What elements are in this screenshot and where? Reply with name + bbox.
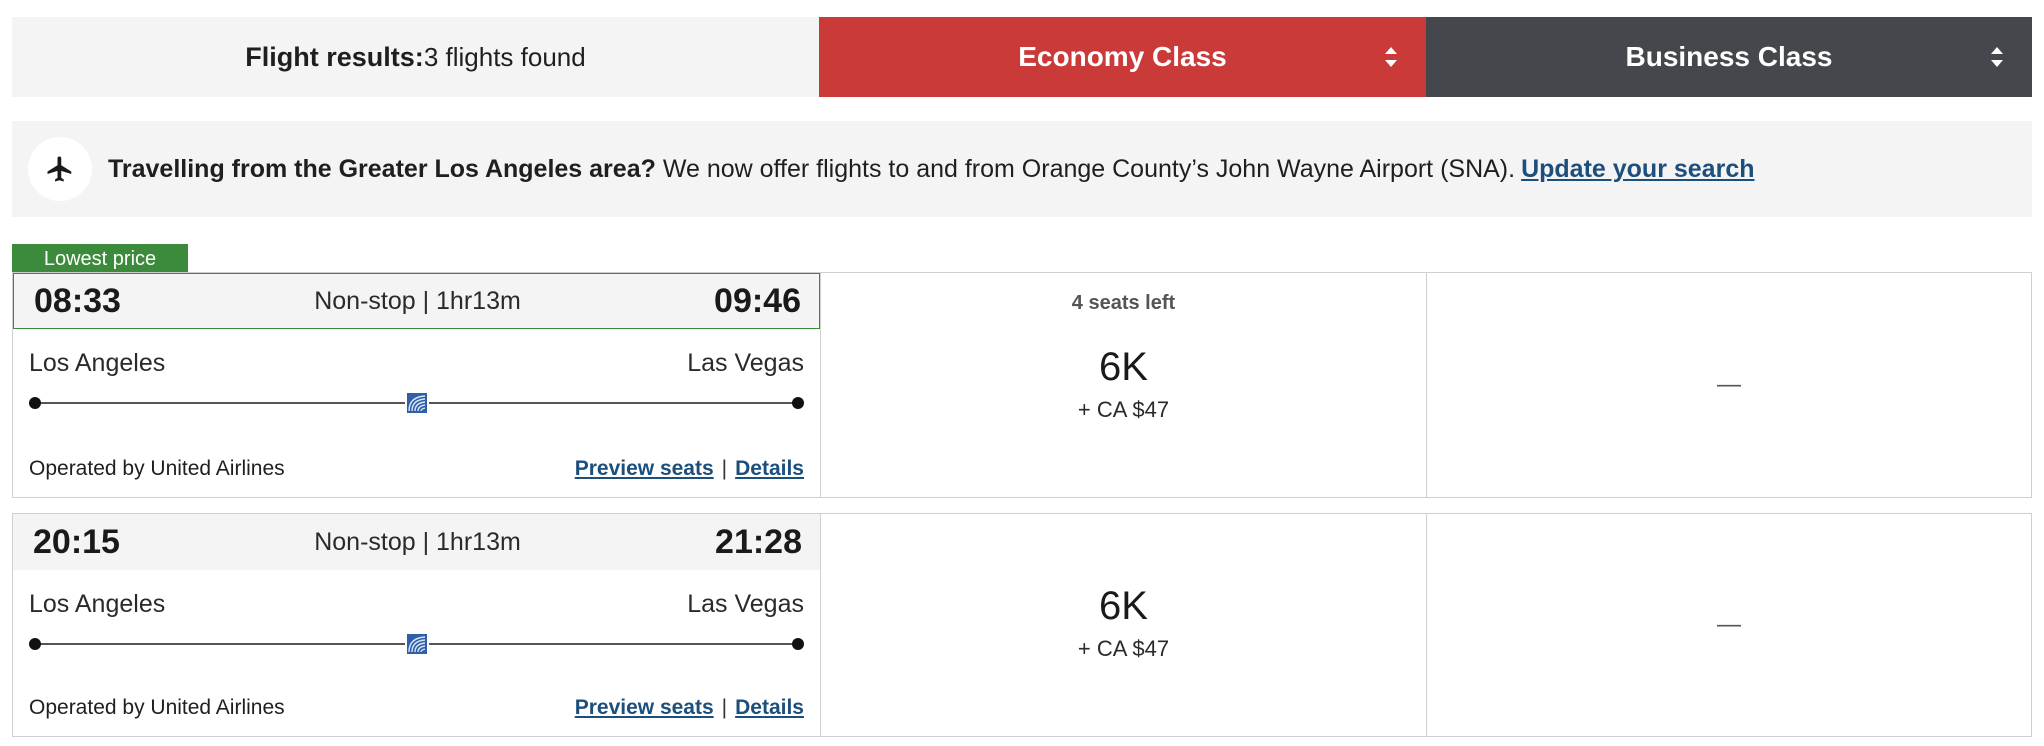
- arrival-time: 21:28: [715, 522, 802, 561]
- stops-duration: Non-stop | 1hr13m: [314, 286, 521, 315]
- economy-points: 6K: [1099, 345, 1148, 389]
- results-label: Flight results:: [245, 41, 424, 72]
- economy-taxes: + CA $47: [1077, 636, 1170, 661]
- card-links: Preview seats | Details: [575, 696, 804, 720]
- arrival-time: 09:46: [714, 281, 801, 320]
- card-footer: Operated by United Airlines Preview seat…: [29, 457, 804, 481]
- flight-card[interactable]: 08:33 Non-stop | 1hr13m 09:46 Los Angele…: [12, 272, 2032, 498]
- economy-fare-cell[interactable]: 6K + CA $47: [821, 514, 1427, 736]
- link-separator: |: [721, 696, 728, 719]
- notice-headline: Travelling from the Greater Los Angeles …: [108, 154, 656, 183]
- business-class-sort-tab[interactable]: Business Class: [1426, 17, 2032, 97]
- united-airlines-logo-icon: [404, 391, 429, 415]
- details-link[interactable]: Details: [735, 457, 804, 480]
- route-line: [29, 388, 804, 418]
- origin-dot: [29, 638, 41, 650]
- flight-card[interactable]: 20:15 Non-stop | 1hr13m 21:28 Los Angele…: [12, 513, 2032, 737]
- route-line: [29, 629, 804, 659]
- departure-time: 20:15: [33, 522, 120, 561]
- time-bar: 08:33 Non-stop | 1hr13m 09:46: [13, 273, 820, 329]
- sna-notice-banner: Travelling from the Greater Los Angeles …: [12, 121, 2032, 217]
- origin-dot: [29, 397, 41, 409]
- route-cities: Los Angeles Las Vegas: [13, 329, 820, 378]
- economy-points: 6K: [1099, 584, 1148, 628]
- notice-text: Travelling from the Greater Los Angeles …: [108, 155, 1755, 184]
- business-fare-cell: —: [1427, 514, 2031, 736]
- preview-seats-link[interactable]: Preview seats: [574, 457, 714, 480]
- united-airlines-logo-icon: [404, 632, 429, 656]
- origin-city: Los Angeles: [29, 590, 166, 618]
- route-cities: Los Angeles Las Vegas: [13, 570, 820, 619]
- card-footer: Operated by United Airlines Preview seat…: [29, 696, 804, 720]
- business-fare-unavailable: —: [1717, 371, 1741, 398]
- itinerary: 20:15 Non-stop | 1hr13m 21:28 Los Angele…: [13, 514, 821, 736]
- results-count: 3 flights found: [423, 41, 586, 72]
- sort-icon: [1991, 47, 2003, 67]
- economy-fare-cell[interactable]: 4 seats left 6K + CA $47: [821, 273, 1427, 497]
- notice-body: We now offer flights to and from Orange …: [662, 154, 1516, 183]
- results-header: Flight results: 3 flights found Economy …: [12, 17, 2032, 97]
- origin-city: Los Angeles: [29, 349, 166, 377]
- stops-duration: Non-stop | 1hr13m: [314, 527, 521, 556]
- operator-text: Operated by United Airlines: [29, 696, 285, 719]
- destination-city: Las Vegas: [687, 349, 804, 377]
- economy-taxes: + CA $47: [1077, 397, 1170, 422]
- card-links: Preview seats | Details: [575, 457, 804, 481]
- update-search-link[interactable]: Update your search: [1521, 154, 1755, 183]
- business-fare-unavailable: —: [1717, 611, 1741, 638]
- economy-class-sort-tab[interactable]: Economy Class: [819, 17, 1426, 97]
- business-fare-cell: —: [1427, 273, 2031, 497]
- departure-time: 08:33: [34, 281, 121, 320]
- lowest-price-badge: Lowest price: [12, 244, 188, 274]
- destination-city: Las Vegas: [687, 590, 804, 618]
- sort-icon: [1385, 47, 1397, 67]
- details-link[interactable]: Details: [735, 696, 804, 719]
- itinerary: 08:33 Non-stop | 1hr13m 09:46 Los Angele…: [13, 273, 821, 497]
- destination-dot: [792, 397, 804, 409]
- economy-class-label: Economy Class: [1018, 41, 1227, 72]
- operator-text: Operated by United Airlines: [29, 457, 285, 480]
- preview-seats-link[interactable]: Preview seats: [574, 696, 714, 719]
- plane-icon: [28, 137, 92, 201]
- time-bar: 20:15 Non-stop | 1hr13m 21:28: [13, 514, 820, 570]
- seats-left-text: 4 seats left: [1071, 292, 1176, 314]
- destination-dot: [792, 638, 804, 650]
- results-summary: Flight results: 3 flights found: [12, 17, 819, 97]
- link-separator: |: [721, 457, 728, 480]
- business-class-label: Business Class: [1625, 41, 1833, 72]
